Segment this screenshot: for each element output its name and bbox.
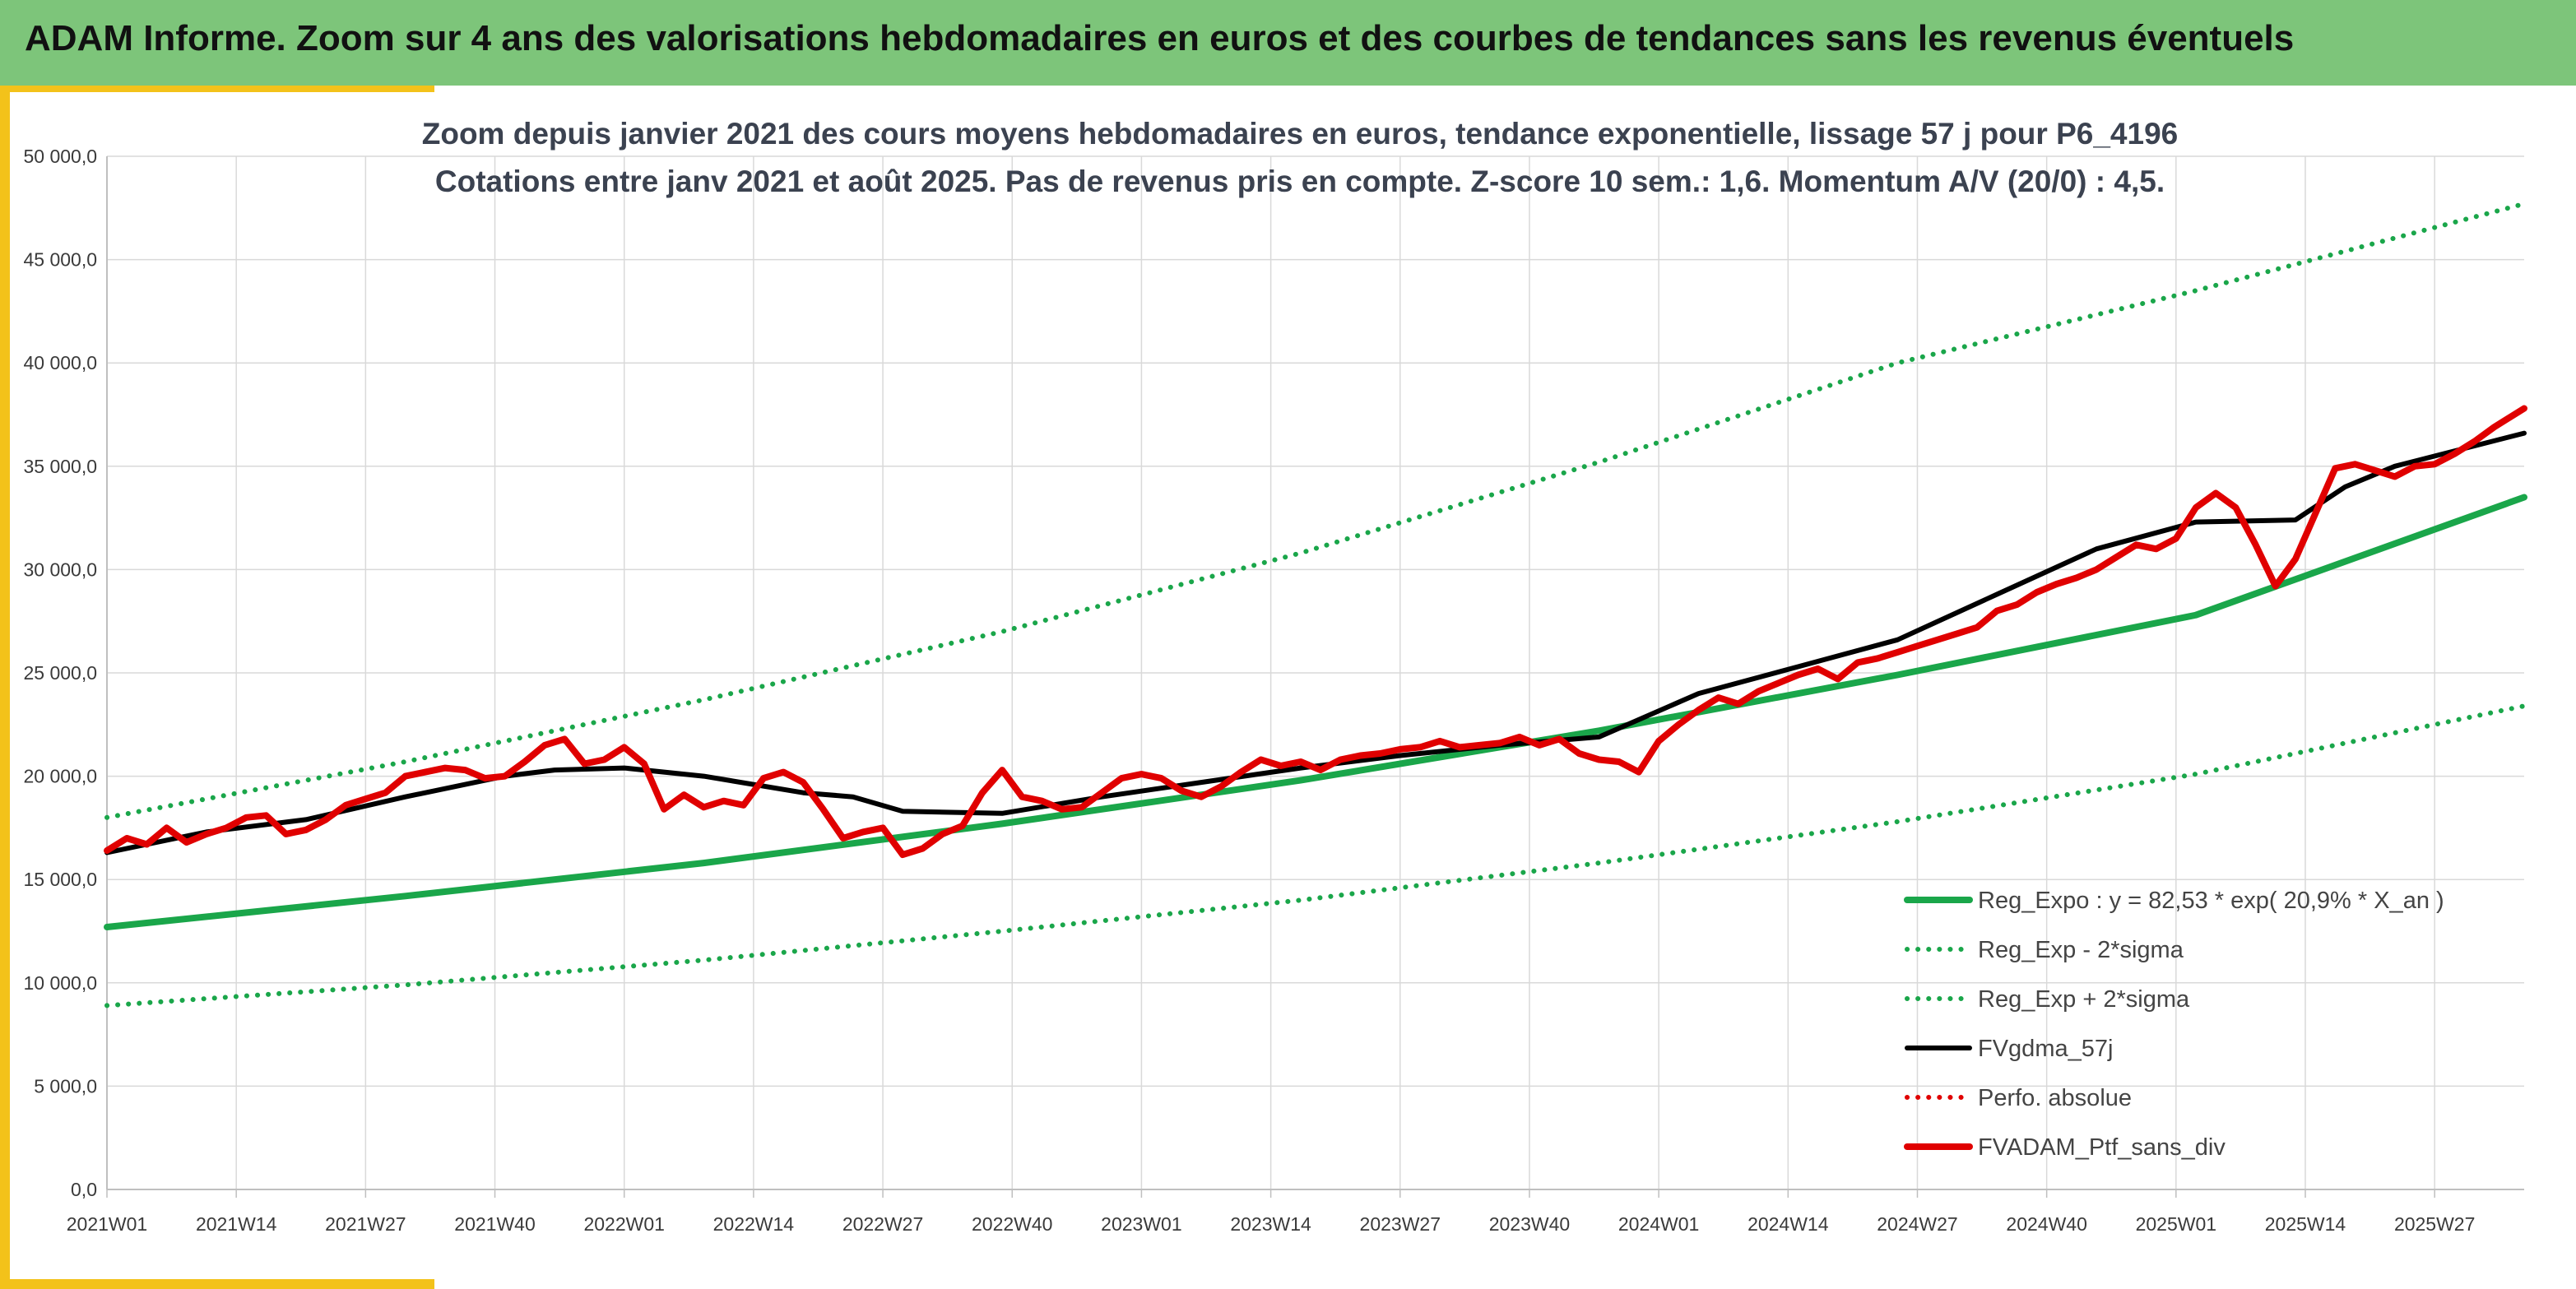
y-tick-label: 20 000,0 (23, 766, 97, 787)
axis-layer: 0,0 5 000,0 10 000,0 15 000,0 20 000,0 25 000… (23, 146, 2524, 1235)
y-tick-label: 0,0 (71, 1179, 97, 1200)
legend-layer: Reg_Expo : y = 82,53 * exp( 20,9% * X_an… (1904, 888, 2444, 1161)
x-tick-label: 2021W01 (67, 1213, 147, 1235)
y-tick-label: 35 000,0 (23, 456, 97, 477)
series-line (104, 405, 2527, 859)
legend-label: FVgdma_57j (1978, 1036, 2113, 1062)
legend-label: Reg_Exp - 2*sigma (1978, 937, 2184, 963)
bottom-accent-border (0, 1279, 434, 1289)
series-line (104, 494, 2527, 930)
y-tick-label: 40 000,0 (23, 352, 97, 373)
header-bar: ADAM Informe. Zoom sur 4 ans des valoris… (0, 0, 2576, 86)
y-tick-label: 25 000,0 (23, 662, 97, 684)
x-tick-label: 2021W27 (325, 1213, 406, 1235)
x-tick-label: 2022W01 (583, 1213, 664, 1235)
x-tick-label: 2021W14 (196, 1213, 277, 1235)
x-tick-label: 2022W40 (972, 1213, 1052, 1235)
x-tick-label: 2023W14 (1230, 1213, 1311, 1235)
x-tick-label: 2021W40 (454, 1213, 535, 1235)
y-tick-label: 10 000,0 (23, 972, 97, 994)
series-line (104, 201, 2527, 820)
x-tick-label: 2024W27 (1877, 1213, 1957, 1235)
series-layer (104, 201, 2527, 1008)
y-tick-label: 5 000,0 (34, 1075, 97, 1097)
legend-label: Reg_Exp + 2*sigma (1978, 986, 2190, 1013)
x-tick-label: 2025W27 (2394, 1213, 2475, 1235)
legend-label: Reg_Expo : y = 82,53 * exp( 20,9% * X_an… (1978, 888, 2444, 914)
grid-layer (106, 155, 2524, 1190)
series-line (104, 703, 2527, 1008)
chart-title-line: Cotations entre janv 2021 et août 2025. … (435, 165, 2165, 198)
x-tick-label: 2024W14 (1748, 1213, 1829, 1235)
x-tick-label: 2022W27 (842, 1213, 923, 1235)
chart-title-line: Zoom depuis janvier 2021 des cours moyen… (422, 117, 2178, 151)
y-tick-label: 50 000,0 (23, 146, 97, 167)
x-tick-label: 2025W01 (2136, 1213, 2216, 1235)
legend-label: FVADAM_Ptf_sans_div (1978, 1134, 2226, 1161)
top-accent-border (0, 86, 434, 92)
y-tick-label: 45 000,0 (23, 249, 97, 271)
left-accent-border (0, 86, 10, 1289)
x-tick-label: 2023W40 (1489, 1213, 1570, 1235)
chart-title-layer: Zoom depuis janvier 2021 des cours moyen… (422, 117, 2178, 198)
legend-label: Perfo. absolue (1978, 1085, 2132, 1111)
x-tick-label: 2023W01 (1101, 1213, 1181, 1235)
x-tick-label: 2024W01 (1618, 1213, 1699, 1235)
x-tick-label: 2022W14 (713, 1213, 795, 1235)
series-line (104, 430, 2527, 855)
y-tick-label: 15 000,0 (23, 869, 97, 890)
y-tick-label: 30 000,0 (23, 559, 97, 580)
x-tick-label: 2025W14 (2265, 1213, 2346, 1235)
x-tick-label: 2024W40 (2006, 1213, 2086, 1235)
x-tick-label: 2023W27 (1360, 1213, 1441, 1235)
header-title: ADAM Informe. Zoom sur 4 ans des valoris… (25, 18, 2295, 58)
